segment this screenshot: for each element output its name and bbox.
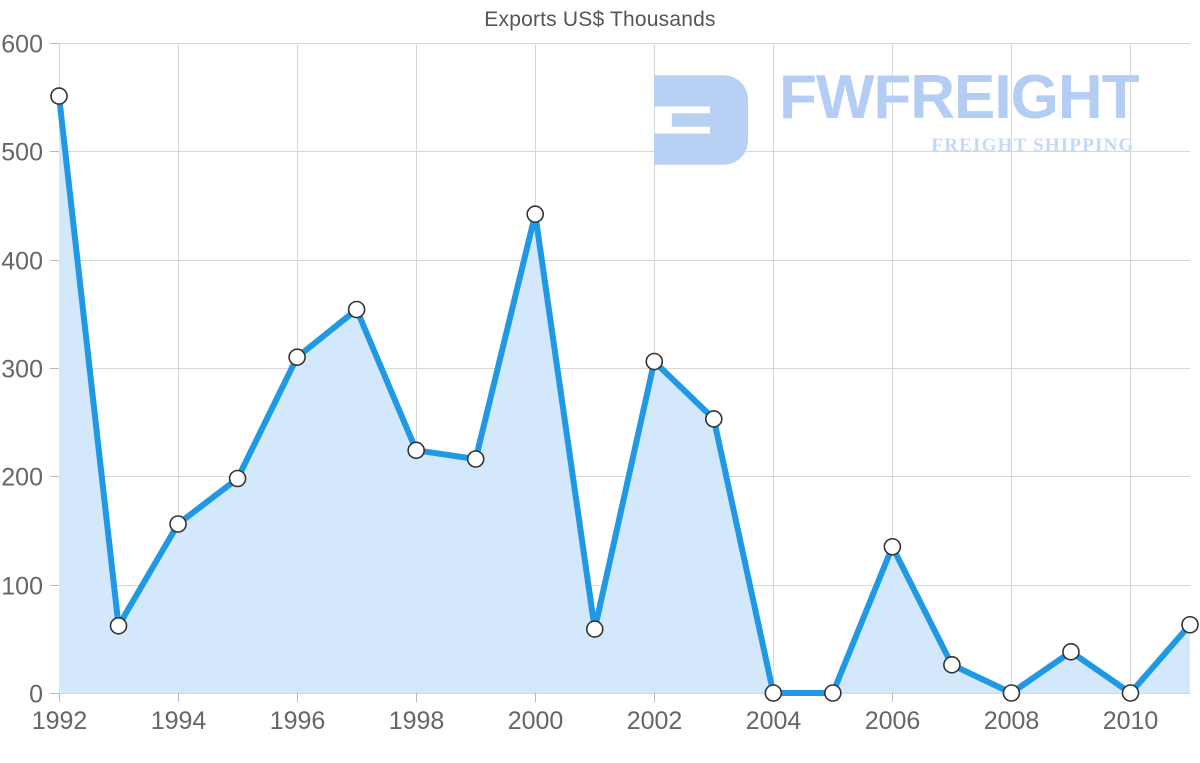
y-axis-tick-label: 600 <box>1 31 43 59</box>
x-axis-tick-label: 2006 <box>865 707 921 735</box>
data-point-marker[interactable] <box>1062 643 1080 661</box>
y-axis-tick-label: 100 <box>1 573 43 601</box>
x-axis-tick-label: 2000 <box>508 707 564 735</box>
y-axis-tick-label: 300 <box>1 356 43 384</box>
data-line <box>56 93 1193 696</box>
data-point-marker[interactable] <box>764 684 783 702</box>
area-fill <box>59 96 1190 693</box>
data-point-marker[interactable] <box>943 656 961 674</box>
y-axis-tick-label: 200 <box>1 464 43 492</box>
data-point-marker[interactable] <box>645 352 664 371</box>
data-point-marker[interactable] <box>824 684 842 702</box>
x-axis-tick-label: 1998 <box>389 707 445 735</box>
x-axis-tick-label: 2002 <box>627 707 683 735</box>
x-axis-tick-label: 1994 <box>151 707 207 735</box>
data-point-marker[interactable] <box>169 515 187 533</box>
data-point-marker[interactable] <box>704 410 723 428</box>
x-axis-tick-label: 1992 <box>32 707 88 735</box>
x-axis-tick-label: 2010 <box>1103 707 1159 735</box>
data-point-marker[interactable] <box>1181 615 1199 634</box>
data-point-marker[interactable] <box>50 87 68 105</box>
data-point-marker[interactable] <box>347 300 366 319</box>
axis-tickmarks <box>50 43 1131 702</box>
data-point-marker[interactable] <box>526 205 545 223</box>
data-point-marker[interactable] <box>585 620 604 638</box>
data-point-marker[interactable] <box>228 469 247 488</box>
x-axis-labels: 1992 1994 1996 1998 2000 2002 2004 2006 2008 2010 <box>32 707 1159 735</box>
data-point-marker[interactable] <box>1002 684 1021 702</box>
data-point-marker[interactable] <box>407 441 425 460</box>
x-axis-tick-label: 2008 <box>984 707 1040 735</box>
data-point-marker[interactable] <box>109 617 128 635</box>
x-axis-tick-label: 2004 <box>746 707 802 735</box>
y-axis-tick-label: 0 <box>29 681 43 709</box>
chart-title: Exports US$ Thousands <box>484 8 716 31</box>
data-point-marker[interactable] <box>466 450 485 468</box>
data-point-markers <box>50 87 1199 702</box>
data-point-marker[interactable] <box>288 348 306 366</box>
data-point-marker[interactable] <box>883 537 902 556</box>
y-axis-labels: 0 100 200 300 400 500 600 <box>1 31 43 709</box>
x-axis-tick-label: 1996 <box>270 707 326 735</box>
y-axis-tick-label: 500 <box>1 139 43 167</box>
data-point-marker[interactable] <box>1121 684 1140 702</box>
y-axis-tick-label: 400 <box>1 248 43 276</box>
